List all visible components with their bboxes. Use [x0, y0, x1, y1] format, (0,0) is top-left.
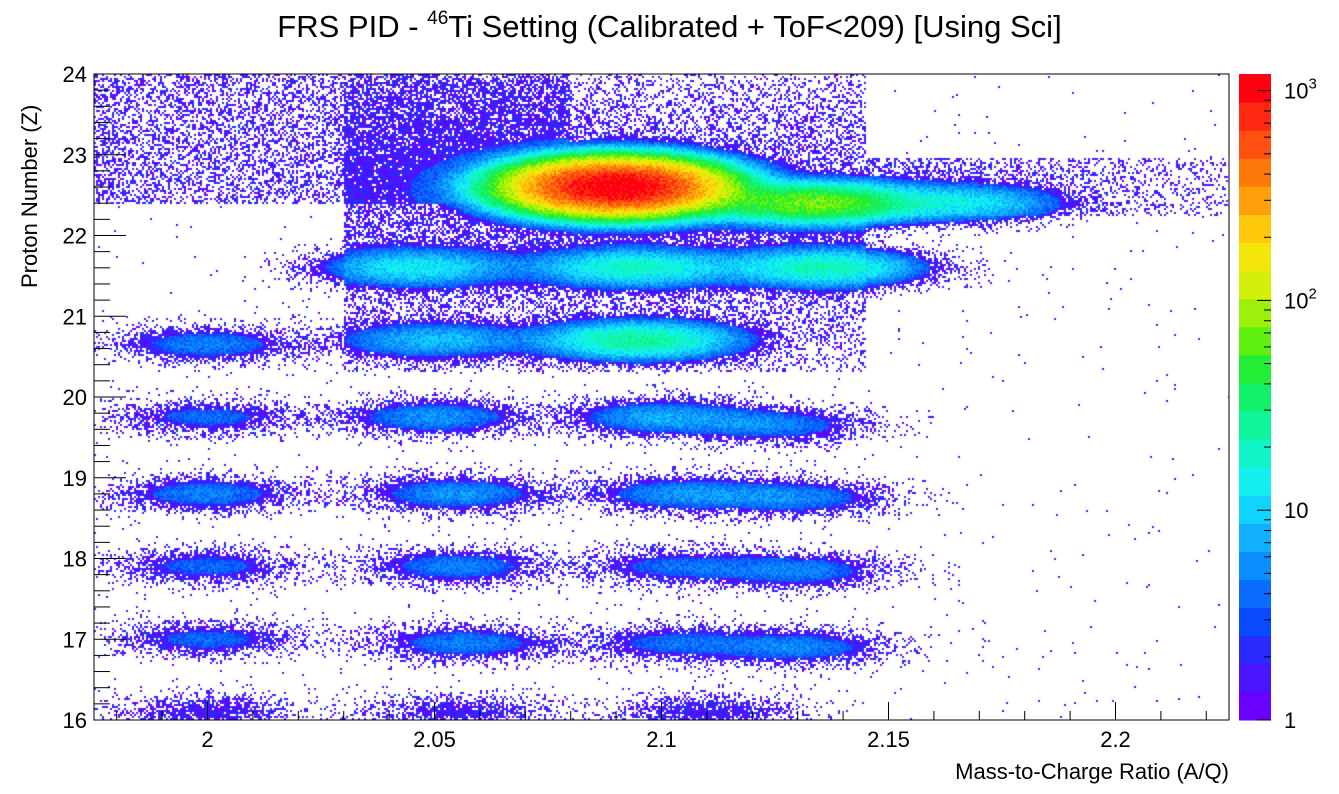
colorbar-segment — [1239, 382, 1271, 412]
colorbar-segment — [1239, 411, 1271, 440]
colorbar-segment — [1239, 523, 1271, 552]
colorbar-segment — [1239, 354, 1271, 384]
y-axis: 16 17 18 19 20 21 22 23 24 — [63, 62, 126, 733]
x-tick-label: 2.2 — [1100, 727, 1131, 752]
y-tick-label: 16 — [63, 708, 87, 733]
colorbar-segment — [1239, 663, 1271, 693]
colorbar-segment — [1239, 495, 1271, 524]
x-axis: 2 2.05 2.1 2.15 2.2 — [116, 702, 1207, 752]
y-axis-title: Proton Number (Z) — [17, 105, 42, 288]
colorbar-segment — [1239, 467, 1271, 496]
title-isotope-mass: 46 — [427, 8, 449, 29]
chart-title: FRS PID - 46Ti Setting (Calibrated + ToF… — [0, 8, 1339, 45]
y-tick-label: 18 — [63, 547, 87, 572]
title-main: FRS PID - — [277, 9, 428, 44]
colorbar-segment — [1239, 326, 1271, 356]
y-tick-label: 21 — [63, 304, 87, 329]
colorbar-segment — [1239, 551, 1271, 581]
color-scale-bar: 1 10 102 103 — [1239, 74, 1317, 733]
y-tick-label: 19 — [63, 466, 87, 491]
plot-area — [93, 73, 1230, 721]
x-tick-label: 2 — [201, 727, 213, 752]
colorbar-segment — [1239, 270, 1271, 300]
y-tick-label: 22 — [63, 224, 87, 249]
x-tick-label: 2.1 — [646, 727, 677, 752]
colorbar-segment — [1239, 242, 1271, 272]
colorbar-segment — [1239, 298, 1271, 328]
colorbar-segment — [1239, 214, 1271, 244]
colorbar-segment — [1239, 607, 1271, 637]
title-rest: Ti Setting (Calibrated + ToF<209) [Using… — [448, 9, 1062, 44]
x-tick-label: 2.05 — [413, 727, 456, 752]
colorbar-tick-label: 1 — [1284, 708, 1296, 733]
colorbar-segment — [1239, 130, 1271, 159]
y-tick-label: 20 — [63, 385, 87, 410]
heatmap-counts — [94, 74, 1229, 720]
colorbar-segment — [1239, 102, 1271, 131]
colorbar-segment — [1239, 691, 1271, 721]
y-tick-label: 23 — [63, 143, 87, 168]
colorbar-tick-label: 102 — [1284, 285, 1317, 313]
colorbar-segment — [1239, 439, 1271, 468]
colorbar-tick-label: 10 — [1284, 498, 1308, 523]
colorbar-segment — [1239, 635, 1271, 665]
colorbar-segment — [1239, 158, 1271, 187]
y-tick-label: 17 — [63, 627, 87, 652]
x-tick-label: 2.15 — [867, 727, 910, 752]
x-axis-title: Mass-to-Charge Ratio (A/Q) — [955, 759, 1229, 784]
y-tick-label: 24 — [63, 62, 87, 87]
colorbar-segment — [1239, 74, 1271, 103]
colorbar-tick-label: 103 — [1284, 76, 1317, 104]
